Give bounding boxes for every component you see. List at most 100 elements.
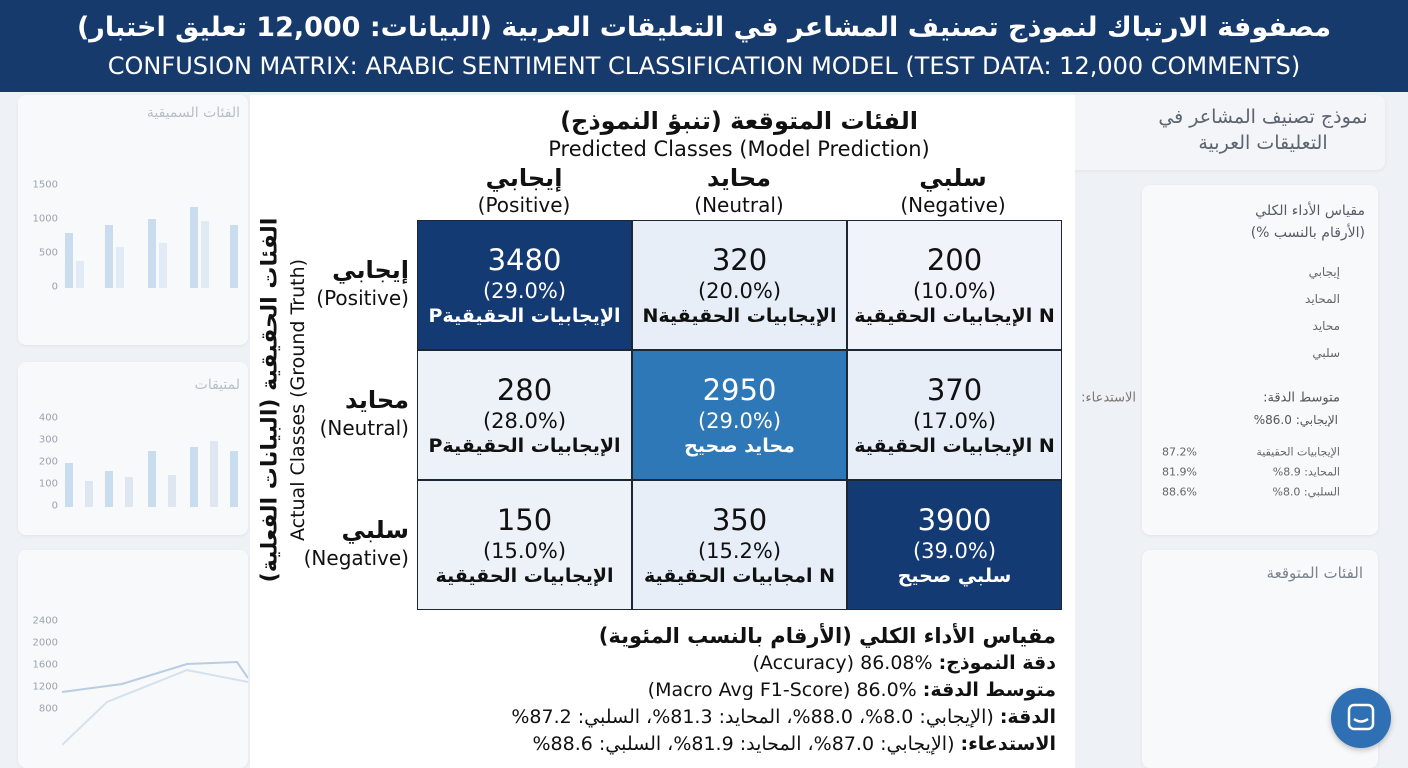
metric-label: الاستدعاء: <box>960 733 1056 755</box>
cell-label: سلبي صحيح <box>897 565 1012 587</box>
row-title-en: Actual Classes (Ground Truth) <box>287 258 309 542</box>
header: مصفوفة الارتباك لنموذج تصنيف المشاعر في … <box>0 0 1408 92</box>
cell-label: الإيجابيات الحقيقية <box>435 565 614 587</box>
bg-bars <box>65 441 238 507</box>
bg-bottom-title: الفئات المتوقعة <box>1266 564 1363 582</box>
col-title-ar: الفئات المتوقعة (تنبؤ النموذج) <box>560 107 918 135</box>
metric-value: (الإيجابي: 87.0%، المحايد: 81.9%، السلبي… <box>532 733 955 755</box>
column-label-en: (Neutral) <box>694 193 784 217</box>
cell-value: 370 <box>926 373 983 407</box>
row-title-ar: الفئات الحقيقية (البيانات الفعلية) <box>257 217 283 583</box>
row-label-en: (Positive) <box>316 286 409 310</box>
bg-recall-label: الاستدعاء: <box>1081 390 1136 406</box>
matrix-cell: 3900 (39.0%) سلبي صحيح <box>847 480 1062 610</box>
subtitle: CONFUSION MATRIX: ARABIC SENTIMENT CLASS… <box>107 52 1301 80</box>
metric-line: دقة النموذج:86.08% (Accuracy) <box>752 652 1056 674</box>
bg-legend-item: المحايد <box>1305 292 1340 306</box>
cell-value: 3900 <box>917 503 992 537</box>
cell-percent: (29.0%) <box>482 279 567 303</box>
bg-list-name: المحايد: 8.9% <box>1272 465 1340 479</box>
cell-value: 150 <box>496 503 553 537</box>
bg-tick: 1200 <box>32 681 58 693</box>
cell-value: 320 <box>711 243 768 277</box>
column-label-en: (Positive) <box>477 193 571 217</box>
cell-label: الإيجابيات الحقيقيةN <box>642 305 837 327</box>
title: مصفوفة الارتباك لنموذج تصنيف المشاعر في … <box>76 12 1332 43</box>
bg-bars <box>65 207 238 288</box>
bg-legend-item: سلبي <box>1312 346 1340 360</box>
cell-value: 280 <box>496 373 553 407</box>
matrix-cell: 370 (17.0%) N الإيجابيات الحقيقية <box>847 350 1062 480</box>
matrix-cell: 280 (28.0%) الإيجابيات الحقيقيةP <box>417 350 632 480</box>
column-label-ar: محايد <box>706 164 772 192</box>
cell-label: الإيجابيات الحقيقيةP <box>428 435 621 457</box>
bg-tick: 2400 <box>32 615 58 627</box>
bg-tick: 300 <box>38 434 58 446</box>
column-label-ar: إيجابي <box>485 164 563 192</box>
bg-tick: 1500 <box>32 179 58 191</box>
cell-percent: (15.0%) <box>482 539 567 563</box>
chat-icon <box>1347 703 1375 731</box>
bg-metric-title: مقياس الأداء الكلي (الأرقام بالنسب %) <box>1250 203 1365 241</box>
bg-card <box>1142 185 1378 535</box>
bg-card <box>1065 95 1385 170</box>
cell-percent: (10.0%) <box>912 279 997 303</box>
matrix-cell: 350 (15.2%) N امجابيات الحقيقية <box>632 480 847 610</box>
cell-value: 200 <box>926 243 983 277</box>
metric-line: متوسط الدقة:86.0% (Macro Avg F1-Score) <box>648 679 1056 701</box>
bg-tick: 1000 <box>32 213 58 225</box>
row-label-ar: إيجابي <box>332 256 409 284</box>
cell-percent: (17.0%) <box>912 409 997 433</box>
cell-percent: (39.0%) <box>912 539 997 563</box>
bg-tick: 500 <box>38 247 58 259</box>
bg-tick: 0 <box>51 500 58 512</box>
bg-list-value: 87.2% <box>1162 445 1197 459</box>
bg-card-title: لمتيقات <box>194 377 240 393</box>
bg-list-value: 81.9% <box>1162 465 1197 479</box>
bg-tick: 2000 <box>32 637 58 649</box>
cell-label: N الإيجابيات الحقيقية <box>854 435 1055 457</box>
cell-label: الإيجابيات الحقيقيةP <box>428 305 621 327</box>
bg-avg-label: متوسط الدقة: <box>1263 390 1340 406</box>
cell-value: 2950 <box>702 373 777 407</box>
bg-tick: 100 <box>38 478 58 490</box>
bg-card <box>18 550 248 768</box>
cell-percent: (15.2%) <box>697 539 782 563</box>
metrics-title: مقياس الأداء الكلي (الأرقام بالنسب المئو… <box>598 624 1056 648</box>
cell-value: 3480 <box>487 243 562 277</box>
bg-card-title: الفئات السميقية <box>146 105 240 121</box>
metric-value: (الإيجابي: 8.0%، 88.0%، المحايد: 81.3%، … <box>511 706 994 728</box>
cell-label: محايد صحيح <box>684 435 795 457</box>
metric-line: الدقة:(الإيجابي: 8.0%، 88.0%، المحايد: 8… <box>511 706 1056 728</box>
bg-card <box>18 95 248 345</box>
bg-tick: 0 <box>51 281 58 293</box>
col-title-en: Predicted Classes (Model Prediction) <box>548 137 930 161</box>
matrix-cell: 200 (10.0%) N الإيجابيات الحقيقية <box>847 220 1062 350</box>
matrix-cell: 150 (15.0%) الإيجابيات الحقيقية <box>417 480 632 610</box>
bg-tick: 400 <box>38 412 58 424</box>
bg-list-name: السلبي: 8.0% <box>1272 485 1340 499</box>
chat-button[interactable] <box>1331 688 1391 748</box>
cell-label: N امجابيات الحقيقية <box>643 565 836 587</box>
row-label-ar: محايد <box>344 386 409 414</box>
cell-value: 350 <box>711 503 768 537</box>
metric-value: 86.0% (Macro Avg F1-Score) <box>647 679 917 701</box>
bg-legend-item: إيجابي <box>1308 265 1340 279</box>
bg-avg-value: الإيجابي: 86.0% <box>1253 413 1338 427</box>
bg-tick: 1600 <box>32 659 58 671</box>
column-label-en: (Negative) <box>900 193 1006 217</box>
cell-label: N الإيجابيات الحقيقية <box>854 305 1055 327</box>
metric-label: دقة النموذج: <box>938 652 1056 674</box>
bg-tick: 200 <box>38 456 58 468</box>
matrix-cell: 2950 (29.0%) محايد صحيح <box>632 350 847 480</box>
row-label-en: (Negative) <box>303 546 409 570</box>
metric-value: 86.08% (Accuracy) <box>752 652 933 674</box>
metric-label: متوسط الدقة: <box>922 679 1056 701</box>
metric-label: الدقة: <box>999 706 1056 728</box>
row-label-ar: سلبي <box>341 516 409 544</box>
bg-tick: 800 <box>38 703 58 715</box>
bg-sidebar-title: نموذج تصنيف المشاعر في التعليقات العربية <box>1158 106 1368 154</box>
matrix-cell: 320 (20.0%) الإيجابيات الحقيقيةN <box>632 220 847 350</box>
bg-list-name: الإيجابيات الحقيقية <box>1256 445 1340 459</box>
